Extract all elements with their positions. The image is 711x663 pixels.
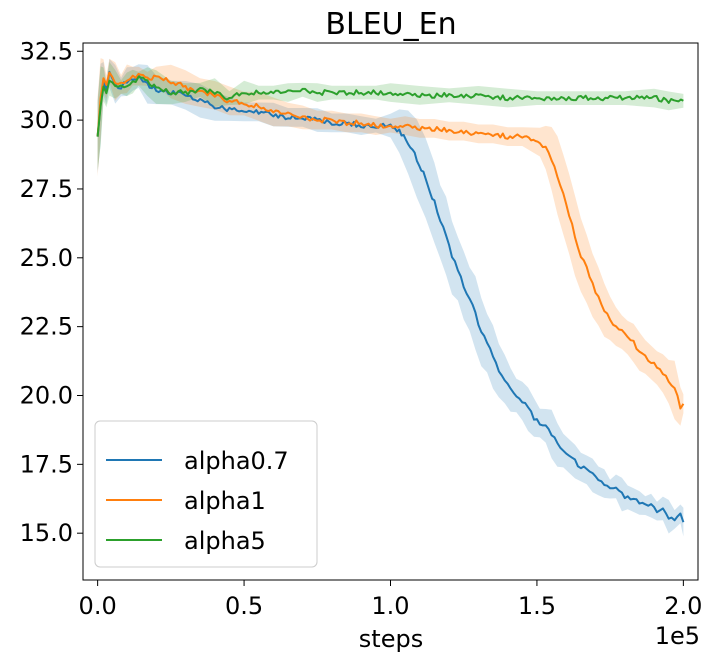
y-tick-label: 30.0 — [20, 106, 73, 134]
series-line-alpha0.7 — [96, 70, 685, 523]
legend-box — [94, 420, 318, 568]
legend-label: alpha1 — [184, 487, 266, 515]
x-axis-label: steps — [359, 625, 423, 653]
confidence-bands — [97, 58, 684, 537]
series-band-alpha5 — [97, 62, 684, 171]
y-tick-label: 27.5 — [20, 175, 73, 203]
x-tick-label: 1.5 — [518, 592, 556, 620]
x-axis-ticks: 0.0 0.5 1.0 1.5 2.0 — [79, 580, 702, 620]
x-tick-label: 1.0 — [371, 592, 409, 620]
y-tick-label: 15.0 — [20, 519, 73, 547]
series-band-alpha1 — [97, 58, 684, 426]
x-tick-label: 2.0 — [664, 592, 702, 620]
series-line-alpha5 — [96, 75, 684, 137]
y-tick-label: 25.0 — [20, 244, 73, 272]
y-tick-label: 20.0 — [20, 381, 73, 409]
legend-label: alpha0.7 — [184, 447, 289, 475]
x-axis-offset-label: 1e5 — [655, 622, 700, 650]
y-axis-ticks: 15.0 17.5 20.0 22.5 25.0 27.5 30.0 32.5 — [20, 37, 83, 547]
x-tick-label: 0.5 — [225, 592, 263, 620]
x-tick-label: 0.0 — [79, 592, 117, 620]
y-tick-label: 22.5 — [20, 313, 73, 341]
chart-title: BLEU_En — [325, 7, 456, 42]
series-lines — [96, 70, 685, 523]
legend: alpha0.7 alpha1 alpha5 — [94, 420, 318, 568]
y-tick-label: 17.5 — [20, 450, 73, 478]
legend-label: alpha5 — [184, 527, 266, 555]
series-band-alpha0.7 — [97, 59, 684, 537]
y-tick-label: 32.5 — [20, 37, 73, 65]
